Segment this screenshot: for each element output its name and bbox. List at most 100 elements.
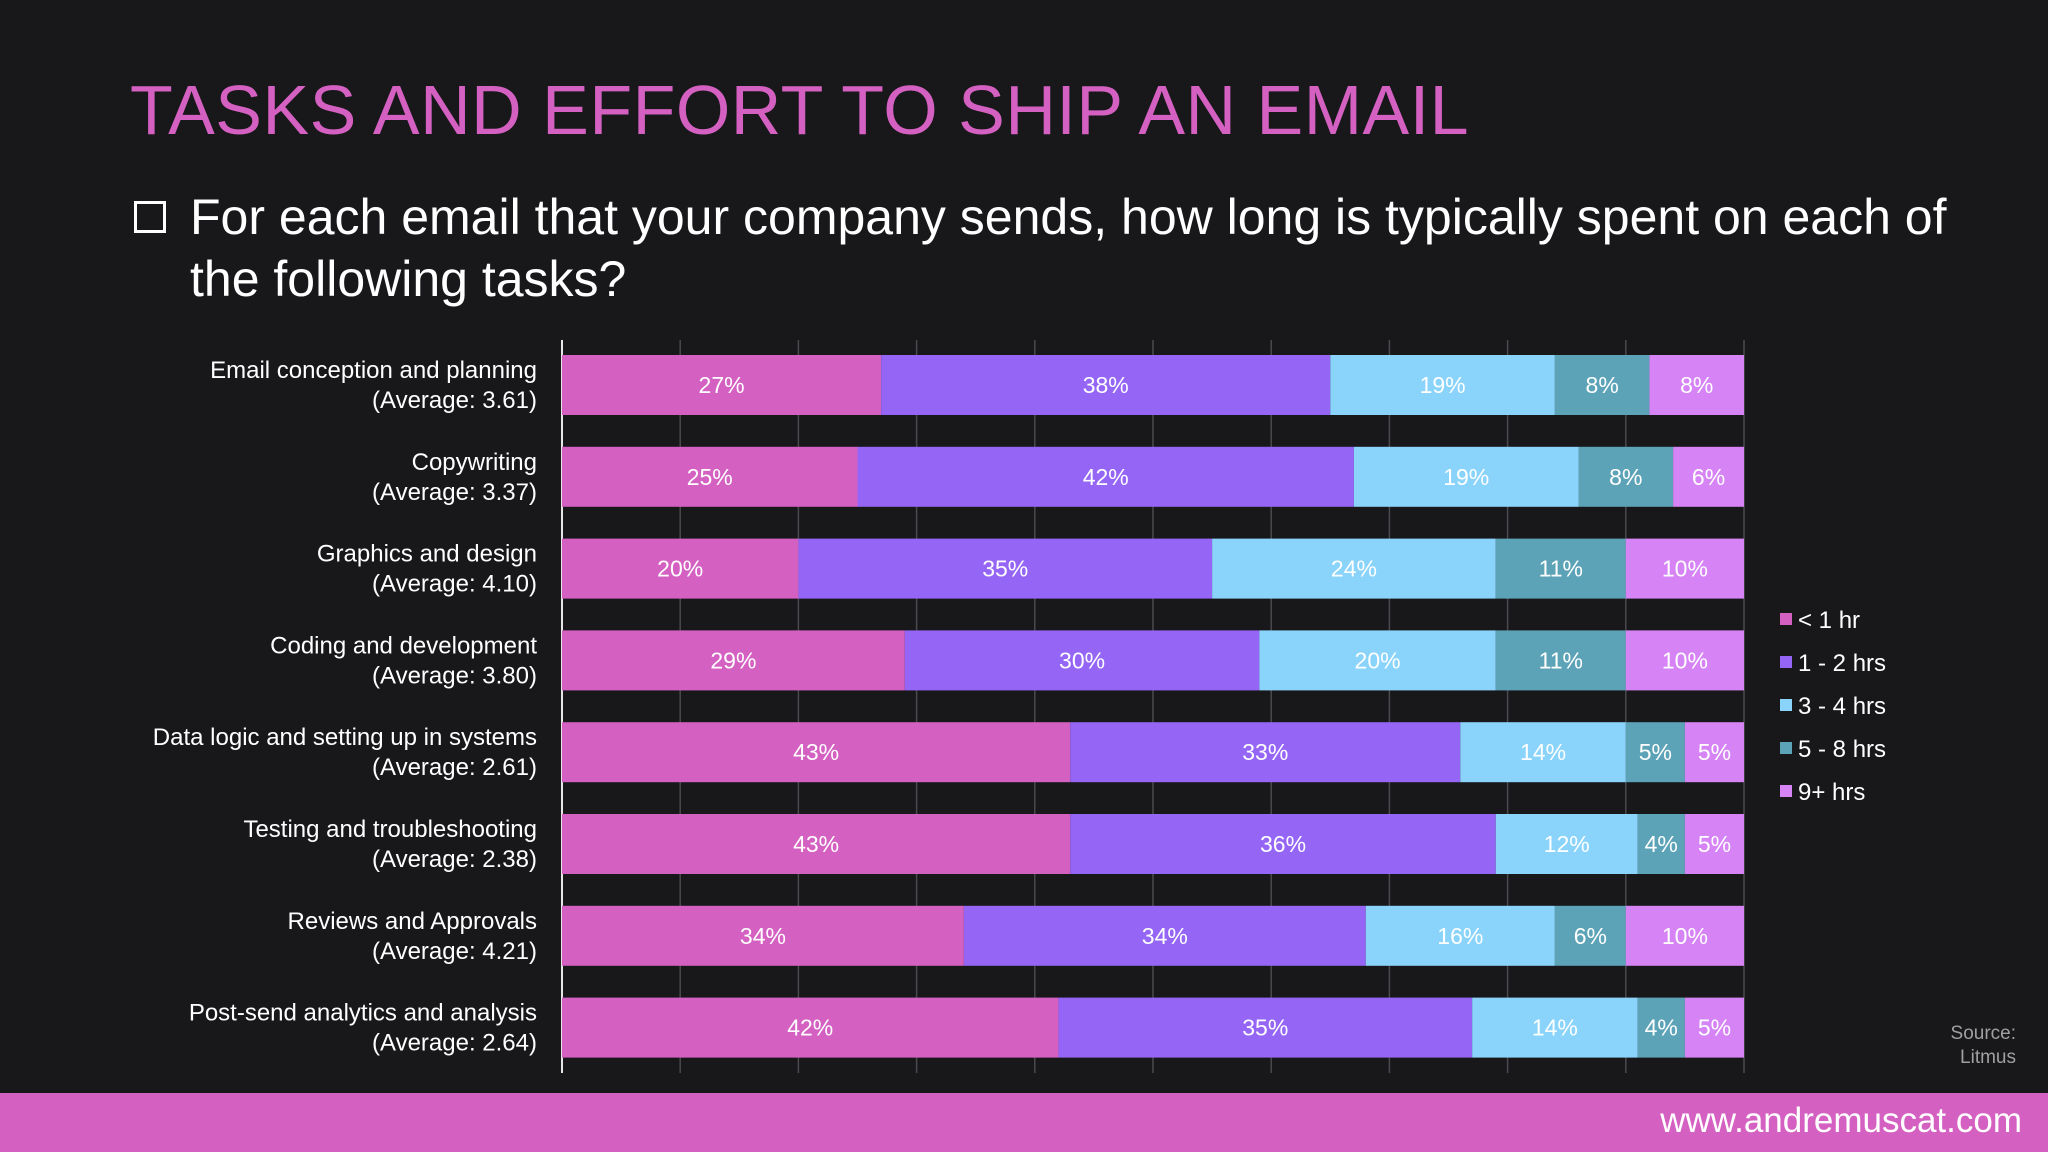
data-label: 33% [1242, 739, 1288, 765]
legend-label: 5 - 8 hrs [1798, 736, 1886, 763]
data-label: 42% [787, 1015, 833, 1041]
data-label: 35% [1242, 1015, 1288, 1041]
category-label: (Average: 4.10) [372, 571, 537, 598]
bar-segment [562, 722, 1071, 783]
bar-segment [1212, 538, 1496, 599]
category-label: Copywriting [412, 449, 537, 476]
bar-segment [798, 538, 1213, 599]
data-label: 14% [1520, 739, 1566, 765]
bar-segment [1495, 630, 1626, 691]
data-label: 16% [1437, 923, 1483, 949]
category-label: Reviews and Approvals [288, 908, 537, 935]
data-label: 20% [657, 556, 703, 582]
category-label: (Average: 4.21) [372, 938, 537, 965]
bar-segment [562, 905, 964, 966]
legend-swatch [1780, 742, 1792, 754]
legend-label: < 1 hr [1798, 607, 1860, 634]
bar-segment [904, 630, 1260, 691]
bar-segment [1472, 997, 1638, 1058]
data-label: 27% [699, 372, 745, 398]
bar-segment [1684, 997, 1744, 1058]
data-label: 25% [687, 464, 733, 490]
bar-segment [1637, 997, 1685, 1058]
category-label: Graphics and design [317, 541, 537, 568]
data-label: 38% [1083, 372, 1129, 398]
bar-segment [562, 355, 882, 415]
data-label: 20% [1355, 647, 1401, 673]
data-label: 6% [1692, 464, 1725, 490]
bar-segment [1625, 722, 1685, 783]
data-label: 4% [1645, 831, 1678, 857]
data-label: 29% [710, 647, 756, 673]
bar-segment [881, 355, 1331, 415]
bar-segment [1684, 814, 1744, 874]
bar-segment [1365, 905, 1555, 966]
legend-swatch [1780, 656, 1792, 668]
category-label: Coding and development [270, 632, 537, 659]
category-label: Testing and troubleshooting [243, 816, 537, 843]
category-label: Data logic and setting up in systems [153, 724, 537, 751]
bar-segment [1330, 355, 1555, 415]
data-label: 4% [1645, 1015, 1678, 1041]
category-label: (Average: 2.38) [372, 846, 537, 873]
data-label: 43% [793, 739, 839, 765]
bar-segment [1495, 538, 1626, 599]
bar-segment [562, 814, 1071, 874]
data-label: 34% [740, 923, 786, 949]
bar-segment [1554, 355, 1650, 415]
category-label: Email conception and planning [210, 357, 537, 384]
data-label: 12% [1544, 831, 1590, 857]
category-label: (Average: 3.61) [372, 387, 537, 414]
data-label: 43% [793, 831, 839, 857]
data-label: 11% [1539, 647, 1583, 673]
data-label: 5% [1698, 739, 1731, 765]
bar-segment [562, 538, 799, 599]
bar-segment [1460, 722, 1626, 783]
bar-segment [1625, 905, 1744, 966]
data-label: 6% [1574, 923, 1607, 949]
category-label: Post-send analytics and analysis [189, 1000, 537, 1027]
legend-swatch [1780, 699, 1792, 711]
data-label: 35% [982, 556, 1028, 582]
bar-segment [1625, 538, 1744, 599]
data-label: 10% [1662, 556, 1708, 582]
data-label: 8% [1609, 464, 1642, 490]
slide-subtitle: For each email that your company sends, … [190, 189, 1947, 307]
footer-url: www.andremuscat.com [1660, 1101, 2022, 1140]
data-label: 10% [1662, 647, 1708, 673]
bar-segment [1495, 814, 1638, 874]
bar-segment [1637, 814, 1685, 874]
data-label: 5% [1698, 1015, 1731, 1041]
bar-segment [857, 446, 1354, 507]
data-label: 19% [1443, 464, 1489, 490]
data-label: 34% [1142, 923, 1188, 949]
bar-segment [1353, 446, 1579, 507]
data-label: 8% [1586, 372, 1619, 398]
data-label: 19% [1420, 372, 1466, 398]
data-label: 5% [1698, 831, 1731, 857]
bar-segment [1070, 722, 1461, 783]
stacked-bar-chart: 27% 38% 19% 8% 8% Email conception and planni… [153, 340, 1886, 1073]
legend-label: 1 - 2 hrs [1798, 650, 1886, 677]
bar-segment [562, 446, 858, 507]
legend-swatch [1780, 613, 1792, 625]
data-label: 36% [1260, 831, 1306, 857]
legend-label: 3 - 4 hrs [1798, 693, 1886, 720]
bar-segment [562, 997, 1059, 1058]
bar-segment [1554, 905, 1626, 966]
bar-segment [562, 630, 905, 691]
category-label: (Average: 3.80) [372, 662, 537, 689]
data-label: 5% [1639, 739, 1672, 765]
data-label: 8% [1680, 372, 1713, 398]
bar-segment [1070, 814, 1496, 874]
bar-segment [1058, 997, 1473, 1058]
bar-segment [1673, 446, 1744, 507]
data-label: 14% [1532, 1015, 1578, 1041]
category-label: (Average: 2.64) [372, 1030, 537, 1057]
bar-segment [1578, 446, 1674, 507]
data-label: 42% [1083, 464, 1129, 490]
data-label: 30% [1059, 647, 1105, 673]
category-label: (Average: 3.37) [372, 479, 537, 506]
source-note: Source: Litmus [1950, 1023, 2016, 1068]
bar-segment [1259, 630, 1496, 691]
